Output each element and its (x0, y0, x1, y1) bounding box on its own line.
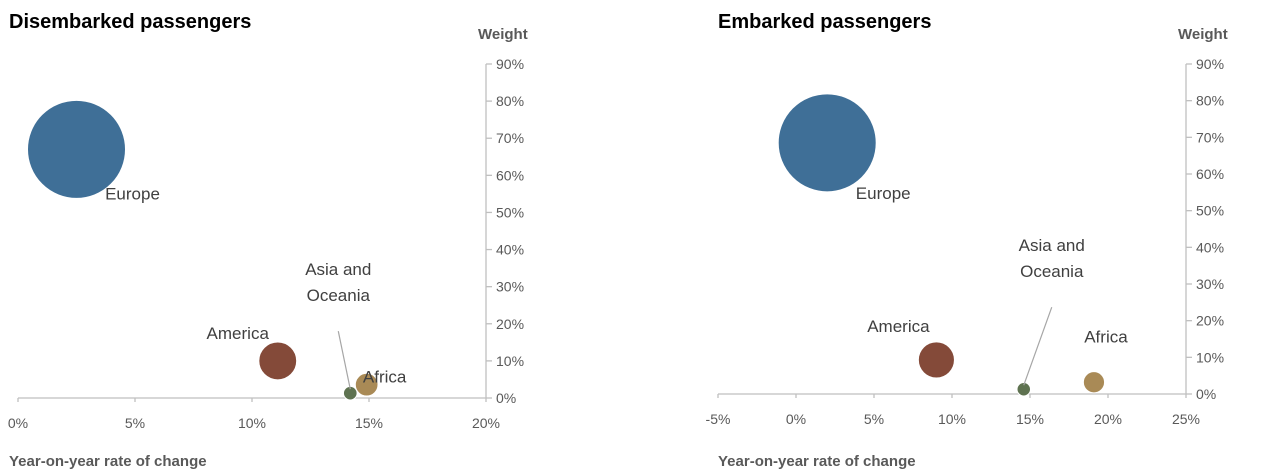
y-tick-label: 60% (1196, 166, 1224, 182)
x-tick-label: 0% (786, 411, 806, 427)
x-tick-label: 5% (125, 415, 145, 431)
y-tick-label: 10% (1196, 349, 1224, 365)
x-axis-title: Year-on-year rate of change (718, 453, 916, 470)
bubble-label: Oceania (307, 286, 371, 305)
y-tick-label: 70% (496, 130, 524, 146)
x-tick-label: 20% (1094, 411, 1122, 427)
bubble-leader-line (337, 331, 351, 390)
y-tick-label: 20% (496, 316, 524, 332)
y-tick-label: 20% (1196, 313, 1224, 329)
y-tick-label: 80% (1196, 93, 1224, 109)
x-axis-title: Year-on-year rate of change (9, 453, 207, 470)
chart-title: Embarked passengers (718, 11, 931, 33)
bubble-label: Europe (856, 184, 911, 203)
y-tick-label: 50% (1196, 203, 1224, 219)
bubble-3 (354, 372, 379, 397)
bubble-label: Oceania (1020, 262, 1084, 281)
y-tick-label: 70% (1196, 129, 1224, 145)
bubble-0 (27, 99, 126, 199)
x-tick-label: 10% (238, 415, 266, 431)
bubble-1 (258, 341, 298, 381)
x-tick-label: 25% (1172, 411, 1200, 427)
bubble-1 (917, 341, 955, 379)
bubble-label: Asia and (1019, 236, 1085, 255)
x-tick-label: 15% (355, 415, 383, 431)
y-tick-label: 50% (496, 204, 524, 220)
x-tick-label: 5% (864, 411, 884, 427)
y-axis-title: Weight (1178, 26, 1228, 43)
bubble-2 (1016, 381, 1032, 397)
y-tick-label: 40% (1196, 239, 1224, 255)
y-tick-label: 90% (496, 56, 524, 72)
y-axis-title: Weight (478, 26, 528, 43)
embarked-chart: Embarked passengers Weight Year-on-year ra… (706, 11, 1228, 470)
bubble-label: Asia and (305, 260, 371, 279)
x-tick-label: 10% (938, 411, 966, 427)
chart-title: Disembarked passengers (9, 11, 251, 33)
y-tick-label: 30% (496, 279, 524, 295)
bubble-0 (777, 93, 877, 193)
y-tick-label: 0% (496, 390, 516, 406)
bubble-label: America (867, 317, 930, 336)
disembarked-chart: Disembarked passengers Weight Year-on-year… (8, 11, 528, 470)
y-tick-label: 90% (1196, 56, 1224, 72)
y-tick-label: 60% (496, 167, 524, 183)
bubble-label: Africa (363, 368, 407, 387)
bubble-label: America (207, 324, 270, 343)
y-tick-label: 10% (496, 353, 524, 369)
bubble-label: Europe (105, 184, 160, 203)
y-tick-label: 40% (496, 242, 524, 258)
bubble-3 (1082, 371, 1106, 394)
x-tick-label: 20% (472, 415, 500, 431)
bubble-label: Africa (1084, 327, 1128, 346)
bubble-leader-line (1023, 307, 1053, 386)
x-tick-label: -5% (706, 411, 731, 427)
y-tick-label: 80% (496, 93, 524, 109)
x-tick-label: 15% (1016, 411, 1044, 427)
x-tick-label: 0% (8, 415, 28, 431)
y-tick-label: 0% (1196, 386, 1216, 402)
y-tick-label: 30% (1196, 276, 1224, 292)
